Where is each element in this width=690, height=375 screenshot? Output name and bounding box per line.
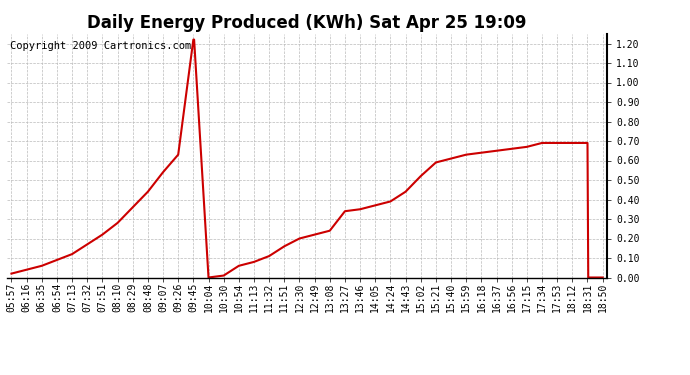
Title: Daily Energy Produced (KWh) Sat Apr 25 19:09: Daily Energy Produced (KWh) Sat Apr 25 1… — [88, 14, 526, 32]
Text: Copyright 2009 Cartronics.com: Copyright 2009 Cartronics.com — [10, 41, 191, 51]
